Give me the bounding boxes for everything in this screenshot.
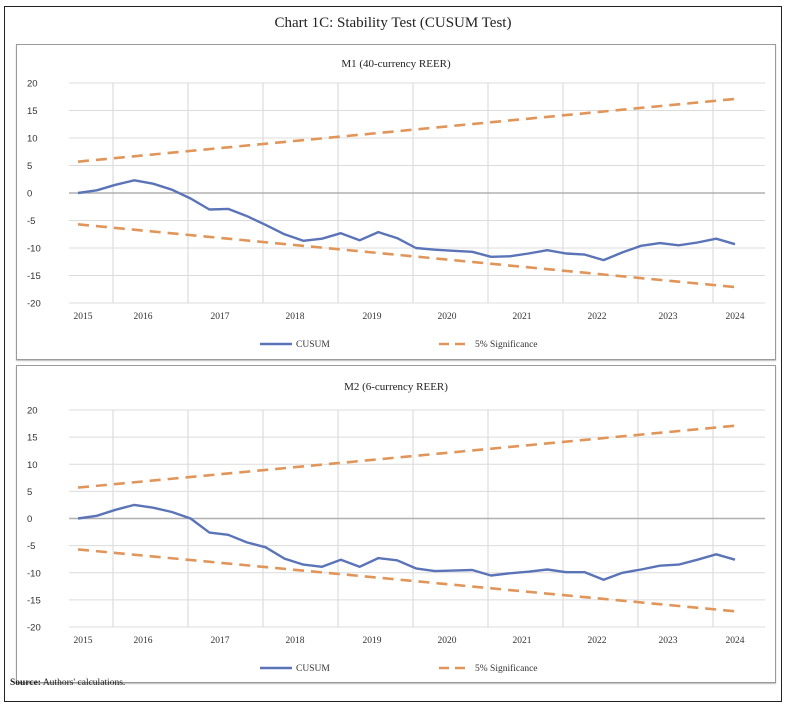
y-tick-label: -20 (27, 299, 41, 310)
y-tick-label: 10 (27, 134, 38, 145)
x-tick-label: 2015 (74, 636, 93, 646)
legend-significance-label: 5% Significance (475, 339, 538, 350)
y-tick-label: 10 (27, 460, 38, 471)
panel-m1: M1 (40-currency REER) 20 15 10 5 0 -5 -10 -15 -20… (16, 44, 776, 360)
y-tick-label: -5 (27, 541, 35, 552)
x-tick-label: 2022 (588, 636, 607, 646)
source-note: Source: Authors' calculations. (10, 678, 125, 688)
y-tick-label: 15 (27, 433, 38, 444)
x-tick-label: 2018 (286, 312, 305, 322)
x-tick-label: 2015 (74, 312, 93, 322)
panel-m2: M2 (6-currency REER) 20 15 10 5 0 -5 -10 -15 -20 2… (16, 365, 776, 683)
legend-significance-label: 5% Significance (475, 663, 538, 674)
cusum-line (77, 503, 736, 582)
source-text: Authors' calculations. (40, 678, 126, 688)
lower-significance-line (77, 548, 736, 613)
source-label: Source: (10, 678, 41, 688)
chart-m2: M2 (6-currency REER)20151050-5-10-15-202… (27, 381, 765, 674)
x-tick-label: 2021 (513, 636, 532, 646)
y-tick-label: 5 (27, 161, 32, 172)
y-tick-label: 5 (27, 487, 32, 498)
y-tick-label: -15 (27, 271, 41, 282)
x-tick-label: 2019 (363, 636, 382, 646)
legend-cusum-label: CUSUM (296, 340, 330, 350)
x-tick-label: 2017 (211, 312, 230, 322)
y-tick-label: -15 (27, 595, 41, 606)
upper-significance-line (77, 97, 736, 163)
chart-figure: Chart 1C: Stability Test (CUSUM Test) M1… (4, 6, 782, 702)
x-tick-label: 2020 (438, 636, 457, 646)
y-tick-label: -20 (27, 623, 41, 634)
x-tick-label: 2016 (134, 636, 153, 646)
x-tick-label: 2021 (513, 312, 532, 322)
chart-m1: M1 (40-currency REER)20151050-5-10-15-20… (27, 58, 765, 350)
y-tick-label: 20 (27, 79, 38, 90)
figure-title: Chart 1C: Stability Test (CUSUM Test) (274, 15, 512, 31)
y-tick-label: 20 (27, 406, 38, 417)
y-tick-label: -5 (27, 216, 35, 227)
panel-title: M1 (40-currency REER) (341, 58, 451, 70)
y-tick-label: 15 (27, 106, 38, 117)
cusum-line (77, 179, 736, 262)
x-tick-label: 2020 (438, 312, 457, 322)
lower-significance-line (77, 223, 736, 289)
x-tick-label: 2024 (726, 312, 745, 322)
y-tick-label: 0 (27, 514, 32, 525)
x-tick-label: 2022 (588, 312, 607, 322)
x-tick-label: 2023 (659, 636, 678, 646)
x-tick-label: 2016 (134, 312, 153, 322)
x-tick-label: 2017 (211, 636, 230, 646)
upper-significance-line (77, 424, 736, 489)
x-tick-label: 2023 (659, 312, 678, 322)
y-tick-label: 0 (27, 189, 32, 200)
y-tick-label: -10 (27, 244, 41, 255)
x-tick-label: 2024 (726, 636, 745, 646)
x-tick-label: 2019 (363, 312, 382, 322)
panel-title: M2 (6-currency REER) (344, 381, 448, 393)
x-tick-label: 2018 (286, 636, 305, 646)
legend-cusum-label: CUSUM (296, 664, 330, 674)
y-tick-label: -10 (27, 568, 41, 579)
